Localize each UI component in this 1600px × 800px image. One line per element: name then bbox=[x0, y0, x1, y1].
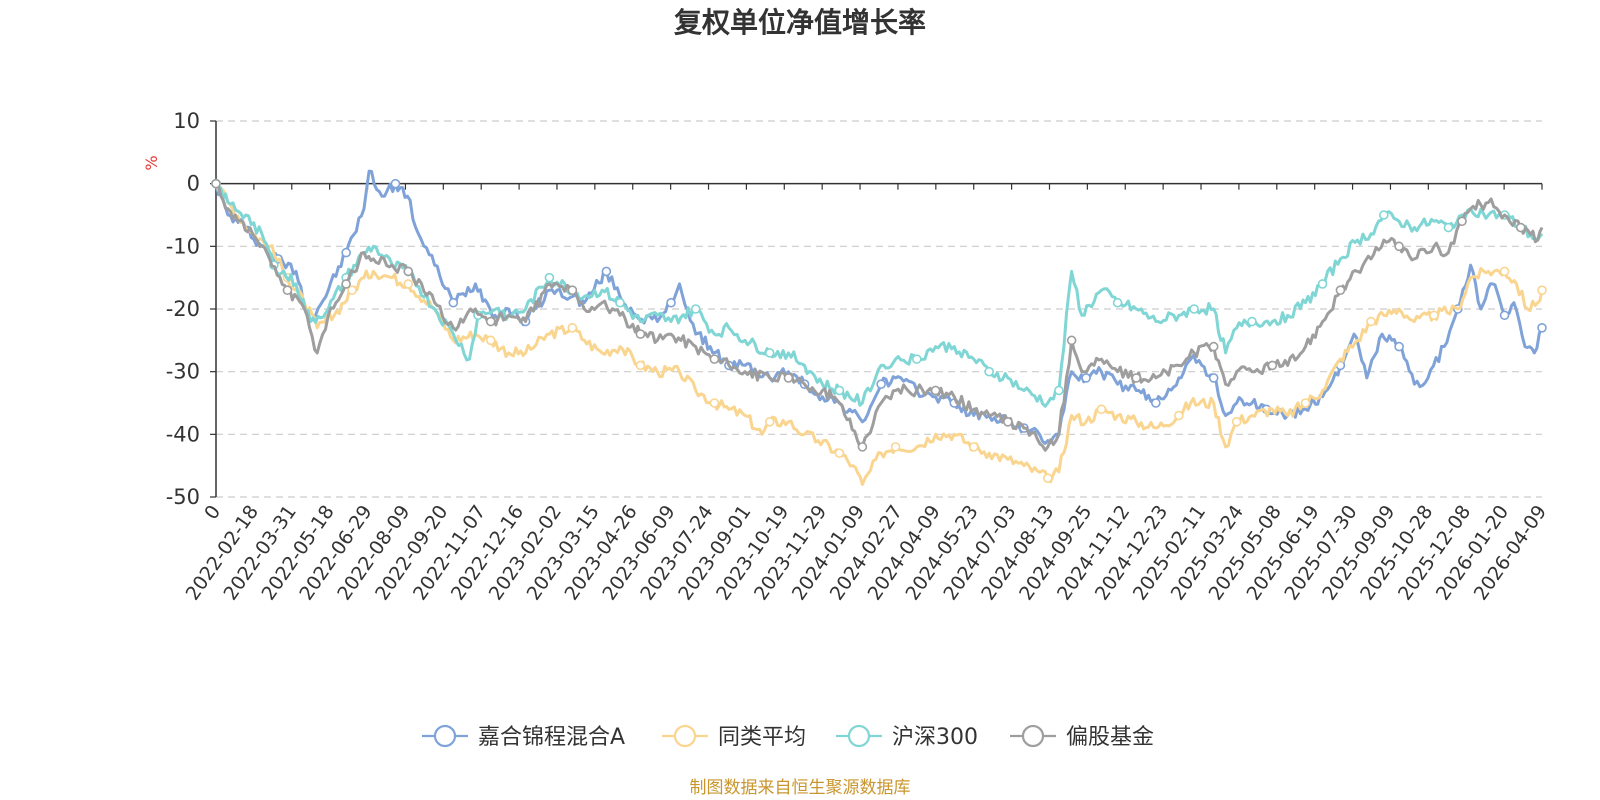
data-point bbox=[1443, 222, 1454, 233]
series-line bbox=[214, 182, 1544, 452]
data-point bbox=[930, 385, 941, 396]
series-layer bbox=[211, 169, 1547, 486]
data-point bbox=[764, 416, 775, 427]
data-point bbox=[912, 354, 922, 364]
data-point bbox=[347, 285, 357, 296]
data-point bbox=[666, 297, 676, 308]
series-group bbox=[211, 178, 1547, 486]
data-point bbox=[1043, 473, 1053, 484]
data-point bbox=[1231, 416, 1242, 427]
data-point bbox=[890, 442, 901, 452]
legend[interactable]: 嘉合锦程混合A 同类平均 沪深300 偏股基金 bbox=[422, 724, 1154, 750]
legend-item[interactable]: 偏股基金 bbox=[1010, 724, 1154, 750]
data-point bbox=[1378, 210, 1389, 220]
series-group bbox=[211, 169, 1547, 445]
series-line bbox=[214, 169, 1544, 445]
axis-layer: 100-10-20-30-40-5002022-02-182022-03-312… bbox=[166, 109, 1551, 604]
data-point bbox=[1151, 398, 1161, 408]
data-point bbox=[341, 279, 351, 289]
data-point bbox=[1208, 341, 1219, 352]
series-group bbox=[211, 178, 1544, 452]
data-point bbox=[984, 366, 994, 377]
data-source-note: 制图数据来自恒生聚源数据库 bbox=[690, 778, 911, 798]
data-point bbox=[1208, 373, 1219, 383]
data-point bbox=[1429, 310, 1439, 321]
data-point bbox=[764, 348, 775, 358]
legend-swatch-marker bbox=[673, 724, 697, 748]
legend-swatch-marker bbox=[1021, 724, 1045, 748]
legend-swatch-marker bbox=[847, 724, 871, 748]
data-point bbox=[857, 442, 868, 452]
data-point bbox=[1537, 322, 1547, 333]
data-point bbox=[876, 379, 886, 390]
y-tick-label: 10 bbox=[173, 109, 200, 133]
legend-item[interactable]: 沪深300 bbox=[836, 724, 978, 750]
legend-label: 同类平均 bbox=[718, 725, 806, 750]
data-point bbox=[485, 335, 496, 346]
data-point bbox=[1317, 279, 1328, 289]
y-tick-label: -20 bbox=[166, 297, 200, 321]
data-point bbox=[1394, 241, 1404, 252]
data-point bbox=[1499, 310, 1510, 321]
legend-label: 嘉合锦程混合A bbox=[478, 725, 625, 750]
data-point bbox=[1300, 398, 1311, 408]
y-tick-label: -10 bbox=[166, 234, 200, 258]
chart-title: 复权单位净值增长率 bbox=[674, 6, 926, 39]
legend-swatch-marker bbox=[433, 724, 457, 748]
grid-layer bbox=[216, 120, 1542, 498]
data-point bbox=[1499, 266, 1510, 277]
y-tick-label: -40 bbox=[166, 422, 200, 446]
data-point bbox=[1081, 373, 1091, 383]
legend-label: 沪深300 bbox=[892, 725, 978, 750]
data-point bbox=[601, 266, 612, 277]
data-point bbox=[635, 360, 646, 371]
data-point bbox=[485, 316, 496, 327]
y-axis-unit: % bbox=[142, 155, 161, 170]
data-point bbox=[690, 304, 701, 314]
data-point bbox=[1247, 316, 1257, 327]
legend-item[interactable]: 同类平均 bbox=[662, 724, 806, 750]
data-point bbox=[1112, 297, 1123, 308]
data-point bbox=[1267, 360, 1278, 371]
legend-item[interactable]: 嘉合锦程混合A bbox=[422, 724, 625, 750]
data-point bbox=[1457, 216, 1467, 227]
data-point bbox=[567, 322, 578, 333]
data-point bbox=[403, 266, 414, 277]
legend-label: 偏股基金 bbox=[1066, 725, 1154, 750]
data-point bbox=[282, 285, 293, 296]
data-point bbox=[783, 373, 794, 383]
data-point bbox=[567, 285, 578, 296]
data-point bbox=[1131, 373, 1142, 383]
data-point bbox=[403, 279, 414, 289]
data-point bbox=[341, 247, 351, 258]
data-point bbox=[1537, 285, 1547, 296]
data-point bbox=[709, 354, 720, 364]
data-point bbox=[1066, 335, 1077, 346]
data-point bbox=[1394, 341, 1404, 352]
y-tick-label: -30 bbox=[166, 360, 200, 384]
data-point bbox=[1366, 316, 1376, 327]
data-point bbox=[834, 448, 845, 458]
data-point bbox=[1096, 404, 1107, 415]
data-point bbox=[1515, 222, 1526, 233]
data-point bbox=[211, 178, 221, 189]
data-point bbox=[1003, 416, 1013, 427]
data-point bbox=[1054, 385, 1064, 396]
data-point bbox=[709, 398, 720, 408]
data-point bbox=[448, 297, 459, 308]
data-point bbox=[1189, 304, 1199, 314]
y-tick-label: -50 bbox=[166, 485, 200, 509]
data-point bbox=[390, 178, 401, 189]
data-point bbox=[635, 329, 646, 339]
data-point bbox=[969, 442, 979, 452]
data-point bbox=[1174, 410, 1184, 421]
data-point bbox=[544, 272, 555, 283]
data-point bbox=[1335, 285, 1346, 296]
x-tick-label: 0 bbox=[200, 501, 225, 524]
data-point bbox=[834, 385, 845, 396]
y-tick-label: 0 bbox=[187, 172, 200, 196]
data-point bbox=[615, 297, 625, 308]
